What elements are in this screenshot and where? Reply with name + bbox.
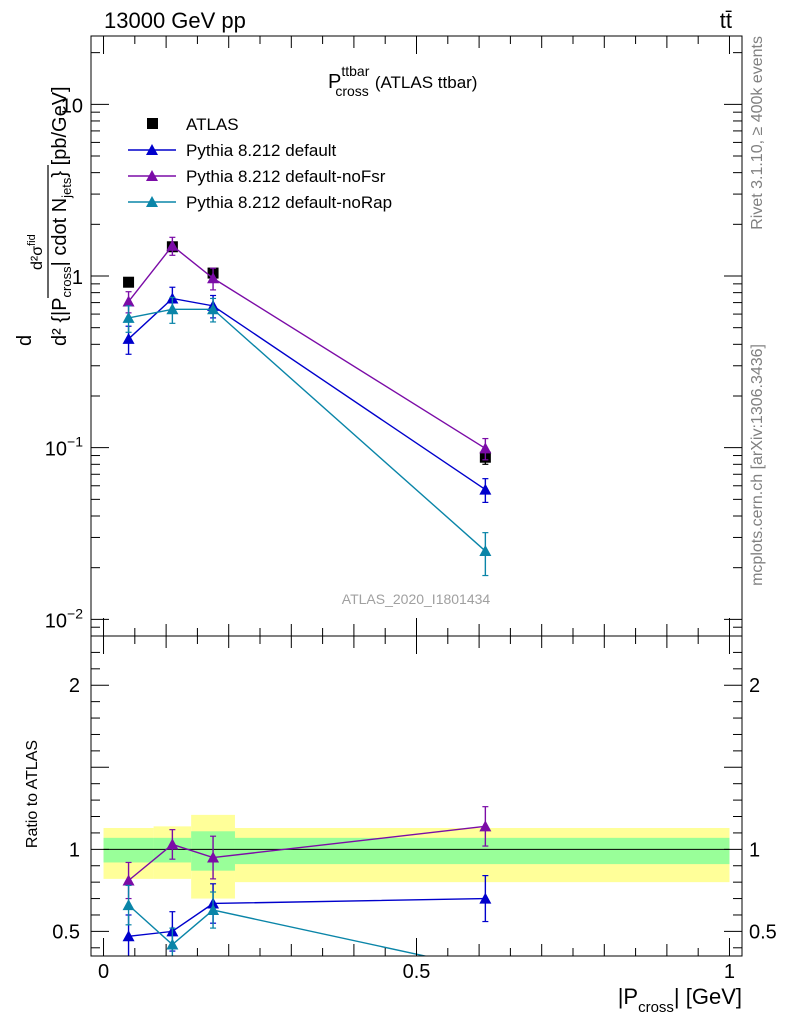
title-sup: ttbar — [341, 63, 369, 79]
legend-marker-nofsr — [146, 170, 158, 181]
main-ylabel: d d²σfid d² {|Pcross| cdot Njets} [pb/Ge… — [14, 86, 74, 346]
rivet-version-label: Rivet 3.1.10, ≥ 400k events — [749, 36, 766, 230]
ratio-xtick-label: 0 — [98, 961, 109, 983]
legend-marker-atlas — [147, 118, 158, 129]
legend-entry-atlas: ATLAS — [147, 115, 239, 134]
ratio-panel: 0.5 0.5 1 1 2 2 0 0.5 1 Ratio to ATLAS |Pcross| … — [24, 635, 777, 1016]
title-main: P — [328, 71, 341, 93]
ratio-point-nofsr — [166, 838, 179, 850]
legend-entry-norap: Pythia 8.212 default-noRap — [128, 193, 392, 212]
main-ylabel-numerator: d — [14, 335, 36, 346]
data-point-nofsr — [479, 442, 492, 454]
ratio-line-default — [128, 897, 486, 938]
main-ytick-label: 10 — [61, 95, 83, 117]
legend-label-norap: Pythia 8.212 default-noRap — [186, 193, 392, 212]
main-panel: 10 1 10−1 10−2 Pttbar cross (ATLAS ttbar) ATL… — [14, 35, 743, 637]
legend-entry-default: Pythia 8.212 default — [128, 141, 337, 160]
mcplots-label: mcplots.cern.ch [arXiv:1306.3436] — [749, 344, 766, 586]
xlabel-sub: cross — [638, 999, 674, 1016]
main-ylabel-frac-top: d²σfid — [26, 234, 46, 270]
legend-label-nofsr: Pythia 8.212 default-noFsr — [186, 167, 386, 186]
ratio-line-norap — [128, 904, 429, 956]
ratio-point-default — [122, 930, 135, 942]
data-point-norap — [122, 311, 135, 323]
legend-marker-default — [146, 144, 158, 155]
ratio-point-nofsr — [479, 820, 492, 832]
energy-label: 13000 GeV pp — [104, 8, 246, 33]
ratio-xlabel: |Pcross| [GeV] — [618, 984, 742, 1016]
ratio-point-norap — [166, 938, 179, 950]
data-point-atlas — [123, 276, 135, 288]
title-rest: (ATLAS ttbar) — [375, 73, 478, 92]
series-line-default — [128, 297, 486, 491]
ratio-point-norap — [207, 904, 220, 916]
ratio-point-norap — [479, 963, 491, 974]
ratio-ytick-label: 1 — [69, 839, 80, 861]
process-label: tt̄ — [720, 8, 732, 33]
data-point-nofsr — [166, 239, 179, 251]
ratio-point-nofsr — [122, 874, 135, 886]
data-point-norap — [166, 303, 179, 315]
ratio-plot-frame — [90, 635, 743, 957]
data-point-norap — [207, 303, 220, 315]
legend-label-default: Pythia 8.212 default — [186, 141, 337, 160]
data-point-default — [479, 483, 492, 495]
data-point-norap — [479, 545, 492, 557]
ratio-xtick-label: 1 — [724, 961, 735, 983]
series-line-norap — [128, 308, 486, 552]
data-point-nofsr — [122, 295, 135, 307]
xlabel-main-pre: |P — [618, 984, 638, 1009]
series-line-nofsr — [128, 244, 486, 450]
xlabel-main-post: | [GeV] — [674, 984, 742, 1009]
uncertainty-band-inner — [103, 837, 154, 863]
main-ytick-label: 10−2 — [45, 605, 83, 632]
analysis-watermark: ATLAS_2020_I1801434 — [342, 591, 491, 607]
legend-label-atlas: ATLAS — [186, 115, 239, 134]
ratio-xtick-label: 0.5 — [403, 961, 431, 983]
uncertainty-band-inner — [234, 837, 730, 865]
ratio-ylabel: Ratio to ATLAS — [24, 740, 41, 848]
ratio-ytick-label: 2 — [69, 675, 80, 697]
legend-entry-nofsr: Pythia 8.212 default-noFsr — [128, 167, 386, 186]
ratio-ytick-label-right: 2 — [749, 675, 760, 697]
legend: ATLAS Pythia 8.212 default Pythia 8.212 … — [128, 115, 392, 212]
ratio-ytick-label: 0.5 — [52, 921, 80, 943]
main-ytick-label: 10−1 — [45, 434, 83, 461]
ratio-point-nofsr — [207, 851, 220, 863]
ratio-point-default — [479, 892, 492, 904]
main-ytick-label: 1 — [72, 267, 83, 289]
title-sub: cross — [335, 83, 368, 99]
data-point-default — [122, 332, 135, 344]
data-point-nofsr — [207, 272, 220, 284]
main-title: Pttbar cross (ATLAS ttbar) — [328, 63, 477, 99]
ratio-ytick-label-right: 0.5 — [749, 921, 777, 943]
ratio-point-norap — [122, 899, 135, 911]
ratio-line-nofsr — [128, 825, 486, 882]
ratio-ytick-label-right: 1 — [749, 839, 760, 861]
main-ylabel-frac-bottom: d² {|Pcross| cdot Njets} [pb/GeV] — [49, 86, 74, 346]
legend-marker-norap — [146, 196, 158, 207]
